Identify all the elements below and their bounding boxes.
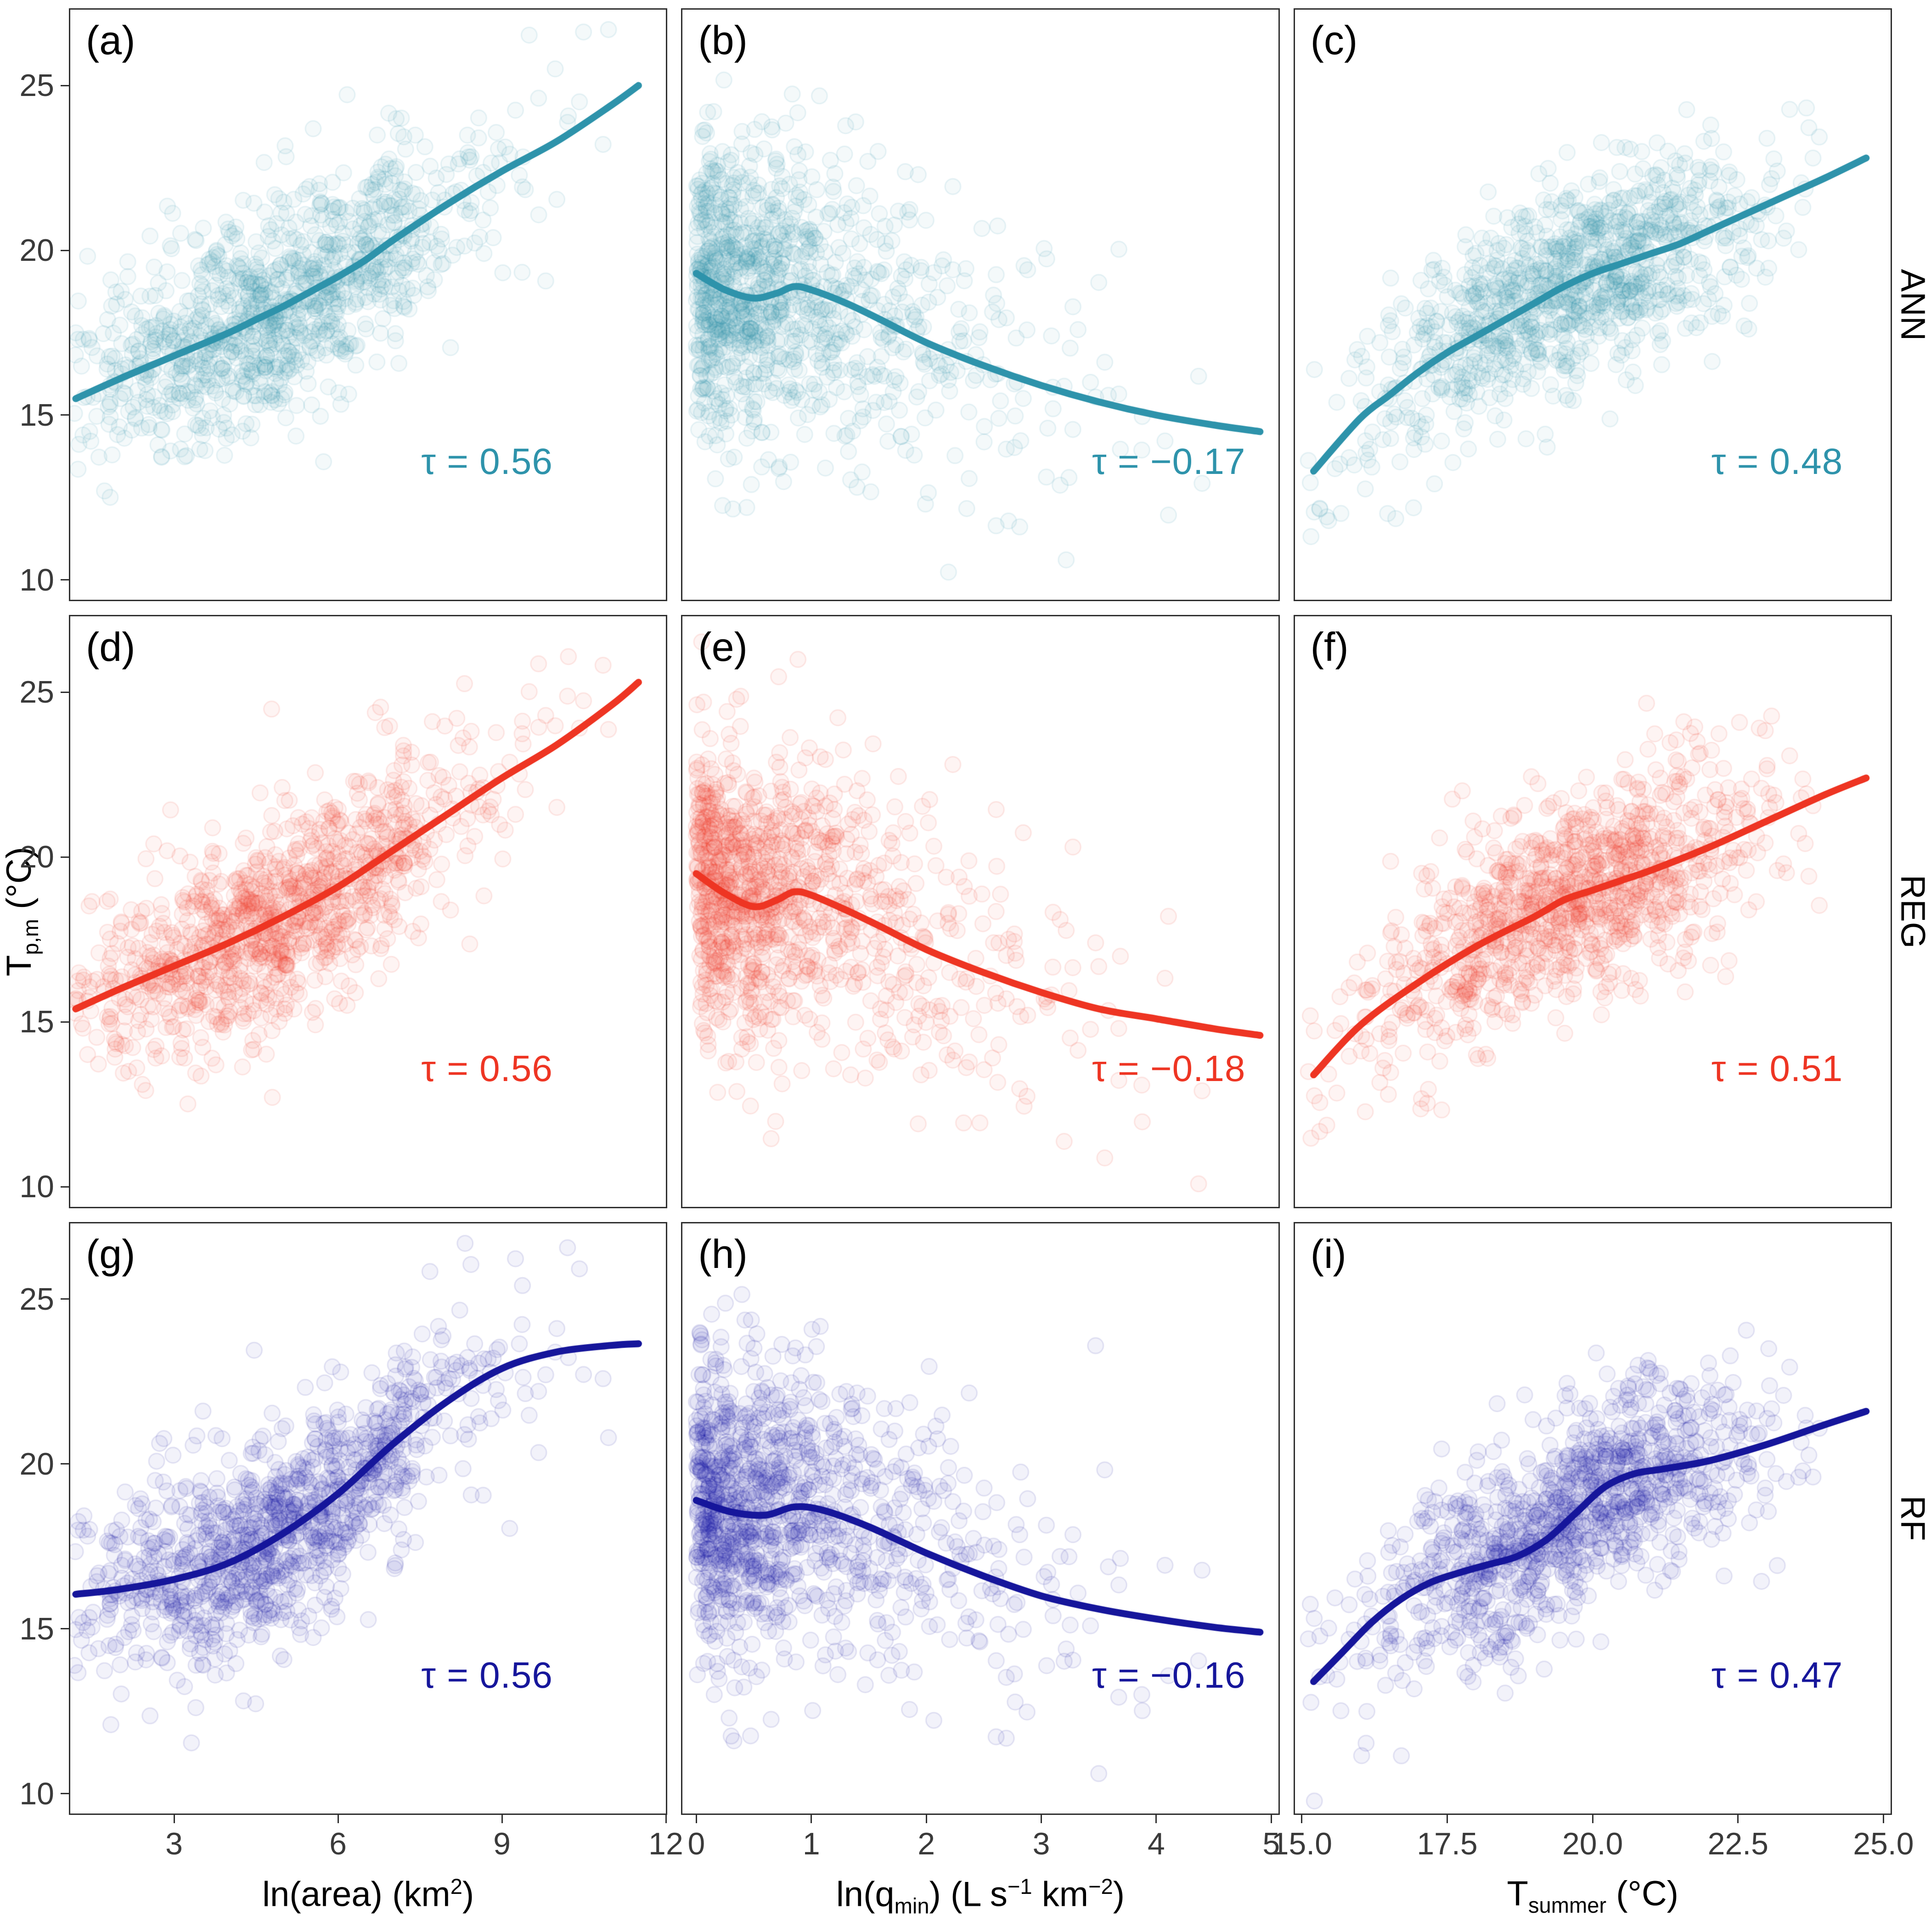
scatter-canvas <box>1295 616 1891 1207</box>
panel-label: (h) <box>698 1231 748 1277</box>
scatter-panel-a: (a) τ = 0.56 <box>69 8 668 602</box>
x-tick-mark <box>1882 1815 1884 1823</box>
x-tick-label: 20.0 <box>1562 1826 1623 1861</box>
x-tick-label: 9 <box>493 1826 511 1861</box>
tau-annotation: τ = −0.16 <box>1092 1654 1246 1695</box>
x-tick-label: 3 <box>165 1826 183 1861</box>
tau-annotation: τ = −0.17 <box>1092 441 1246 482</box>
y-tick-label: 10 <box>19 1776 54 1811</box>
y-tick-label: 10 <box>19 1169 54 1205</box>
scatter-canvas <box>682 10 1278 600</box>
scatter-panel-h: (h) τ = −0.16 <box>681 1222 1280 1815</box>
x-tick-label: 25.0 <box>1853 1826 1914 1861</box>
y-tick-mark <box>61 579 69 581</box>
panels-grid: (a) τ = 0.56 (b) τ = −0.17 (c) τ = 0.48 … <box>69 8 1892 1815</box>
tau-annotation: τ = 0.56 <box>421 441 553 482</box>
tau-annotation: τ = 0.48 <box>1711 441 1843 482</box>
scatter-panel-g: (g) τ = 0.56 <box>69 1222 668 1815</box>
scatter-canvas <box>70 1223 666 1814</box>
x-tick-label: 17.5 <box>1417 1826 1478 1861</box>
scatter-canvas <box>682 616 1278 1207</box>
x-tick-label: 15.0 <box>1271 1826 1333 1861</box>
y-tick-mark <box>61 249 69 251</box>
y-tick-mark <box>61 1628 69 1630</box>
x-axis-title: ln(qmin) (L s−1 km−2) <box>836 1874 1125 1918</box>
y-tick-label: 25 <box>19 68 54 103</box>
scatter-panel-d: (d) τ = 0.56 <box>69 615 668 1208</box>
tau-annotation: τ = 0.51 <box>1711 1048 1843 1089</box>
x-tick-mark <box>173 1815 175 1823</box>
x-tick-label: 5 <box>1262 1826 1280 1861</box>
y-tick-label: 25 <box>19 675 54 710</box>
x-axis-title: ln(area) (km2) <box>262 1874 474 1914</box>
x-tick-mark <box>665 1815 667 1823</box>
scatter-canvas <box>70 616 666 1207</box>
panel-label: (e) <box>698 624 748 670</box>
tau-annotation: τ = 0.56 <box>421 1654 553 1695</box>
x-tick-mark <box>1592 1815 1593 1823</box>
y-tick-mark <box>61 414 69 416</box>
facet-strip-label: ANN <box>1894 269 1931 341</box>
x-tick-mark <box>1270 1815 1272 1823</box>
x-tick-mark <box>1737 1815 1739 1823</box>
y-tick-label: 20 <box>19 233 54 268</box>
x-tick-label: 3 <box>1032 1826 1050 1861</box>
panel-label: (f) <box>1310 624 1349 670</box>
panel-label: (b) <box>698 17 748 63</box>
scatter-canvas <box>1295 1223 1891 1814</box>
panel-label: (c) <box>1310 17 1358 63</box>
scatter-panel-i: (i) τ = 0.47 <box>1293 1222 1892 1815</box>
y-tick-mark <box>61 691 69 693</box>
x-tick-mark <box>1041 1815 1042 1823</box>
y-tick-label: 25 <box>19 1281 54 1317</box>
x-tick-mark <box>1155 1815 1157 1823</box>
x-tick-label: 4 <box>1147 1826 1165 1861</box>
scatter-panel-c: (c) τ = 0.48 <box>1293 8 1892 602</box>
y-tick-label: 10 <box>19 562 54 597</box>
y-tick-mark <box>61 1021 69 1023</box>
tau-annotation: τ = −0.18 <box>1092 1048 1246 1089</box>
x-tick-label: 6 <box>329 1826 347 1861</box>
facet-strip-label: RF <box>1894 1496 1931 1541</box>
scatter-canvas <box>1295 10 1891 600</box>
scatter-panel-e: (e) τ = −0.18 <box>681 615 1280 1208</box>
y-tick-mark <box>61 1793 69 1795</box>
tau-annotation: τ = 0.47 <box>1711 1654 1843 1695</box>
panel-label: (a) <box>86 17 135 63</box>
y-tick-mark <box>61 1186 69 1188</box>
scatter-panel-b: (b) τ = −0.17 <box>681 8 1280 602</box>
x-tick-label: 1 <box>802 1826 820 1861</box>
x-axis-title: Tsummer (°C) <box>1507 1874 1679 1918</box>
x-tick-mark <box>501 1815 503 1823</box>
x-tick-label: 12 <box>648 1826 683 1861</box>
x-tick-label: 22.5 <box>1707 1826 1768 1861</box>
y-tick-label: 15 <box>19 1611 54 1646</box>
facet-strip-label: REG <box>1894 874 1931 949</box>
y-tick-mark <box>61 1298 69 1300</box>
scatter-panel-f: (f) τ = 0.51 <box>1293 615 1892 1208</box>
x-tick-label: 2 <box>918 1826 935 1861</box>
x-tick-mark <box>337 1815 339 1823</box>
panel-label: (i) <box>1310 1231 1346 1277</box>
y-tick-mark <box>61 84 69 86</box>
y-axis-title: Tp,m (°C) <box>0 847 43 976</box>
y-tick-mark <box>61 856 69 858</box>
tau-annotation: τ = 0.56 <box>421 1048 553 1089</box>
x-tick-mark <box>811 1815 812 1823</box>
x-tick-mark <box>1447 1815 1448 1823</box>
y-tick-label: 15 <box>19 1004 54 1040</box>
y-tick-mark <box>61 1463 69 1465</box>
x-tick-mark <box>695 1815 697 1823</box>
x-tick-label: 0 <box>687 1826 705 1861</box>
panel-label: (g) <box>86 1231 135 1277</box>
x-tick-mark <box>925 1815 927 1823</box>
x-tick-mark <box>1301 1815 1303 1823</box>
y-tick-label: 15 <box>19 397 54 433</box>
scatter-canvas <box>682 1223 1278 1814</box>
y-tick-label: 20 <box>19 1446 54 1481</box>
scatter-canvas <box>70 10 666 600</box>
panel-label: (d) <box>86 624 135 670</box>
